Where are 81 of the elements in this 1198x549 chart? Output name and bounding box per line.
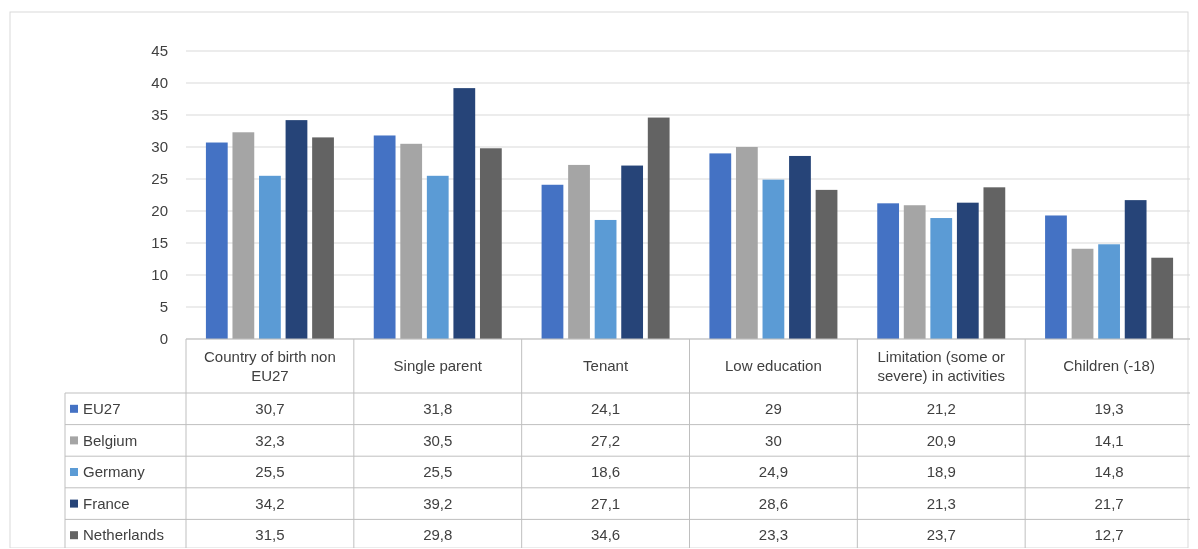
bar bbox=[735, 147, 758, 339]
data-label: 20,9 bbox=[926, 431, 956, 449]
legend-label: Belgium bbox=[83, 431, 138, 449]
y-tick-label: 45 bbox=[151, 42, 168, 60]
bar bbox=[762, 179, 785, 339]
data-label: 14,1 bbox=[1094, 431, 1124, 449]
data-label: 12,7 bbox=[1094, 526, 1124, 544]
bar bbox=[621, 165, 644, 339]
legend-label: France bbox=[83, 494, 130, 512]
data-label: 34,6 bbox=[590, 526, 621, 544]
data-label: 19,3 bbox=[1094, 400, 1124, 418]
y-tick-label: 5 bbox=[159, 298, 168, 316]
bar bbox=[1071, 248, 1094, 339]
data-label: 21,2 bbox=[926, 400, 956, 418]
bar bbox=[479, 148, 502, 339]
data-label: 39,2 bbox=[423, 494, 453, 512]
bar bbox=[373, 135, 396, 339]
data-label: 31,8 bbox=[423, 400, 453, 418]
data-label: 34,2 bbox=[255, 494, 285, 512]
bar bbox=[877, 203, 900, 339]
y-tick-label: 40 bbox=[151, 74, 168, 92]
data-label: 31,5 bbox=[255, 526, 285, 544]
data-label: 18,9 bbox=[926, 463, 956, 481]
x-tick-label: Low education bbox=[725, 357, 822, 375]
bar bbox=[1045, 215, 1067, 339]
y-tick-label: 0 bbox=[159, 330, 168, 348]
x-tick-label: Country of birth non EU27 bbox=[204, 347, 336, 384]
data-label: 23,3 bbox=[758, 526, 789, 544]
legend-label: Netherlands bbox=[83, 526, 164, 544]
bar bbox=[259, 175, 281, 339]
x-tick-label: Tenant bbox=[583, 357, 629, 375]
data-label: 27,1 bbox=[590, 494, 621, 512]
data-label: 30,7 bbox=[255, 400, 285, 418]
data-label: 25,5 bbox=[423, 463, 453, 481]
x-tick-label: Limitation (some or severe) in activities bbox=[877, 347, 1006, 384]
bar bbox=[232, 132, 255, 339]
data-label: 29,8 bbox=[423, 526, 453, 544]
bar bbox=[647, 117, 670, 339]
data-label: 27,2 bbox=[590, 431, 621, 449]
bar bbox=[594, 219, 617, 339]
bar bbox=[568, 164, 590, 339]
bar bbox=[205, 142, 228, 339]
y-tick-label: 15 bbox=[151, 234, 168, 252]
data-label: 14,8 bbox=[1094, 463, 1124, 481]
bar bbox=[983, 187, 1006, 339]
data-label: 24,9 bbox=[758, 463, 789, 481]
bar bbox=[903, 205, 926, 339]
bar bbox=[815, 189, 838, 339]
data-label: 25,5 bbox=[255, 463, 285, 481]
data-label: 21,7 bbox=[1094, 494, 1124, 512]
y-tick-label: 35 bbox=[151, 106, 168, 124]
y-tick-label: 30 bbox=[151, 138, 168, 156]
x-tick-label: Single parent bbox=[393, 357, 483, 375]
data-label: 30 bbox=[765, 431, 782, 449]
data-label: 30,5 bbox=[423, 431, 453, 449]
bar bbox=[789, 155, 811, 339]
y-tick-label: 10 bbox=[151, 266, 168, 284]
data-label: 32,3 bbox=[255, 431, 285, 449]
bar bbox=[1098, 244, 1120, 339]
bar bbox=[426, 175, 449, 339]
bar bbox=[956, 202, 979, 339]
data-label: 21,3 bbox=[926, 494, 956, 512]
bar bbox=[312, 137, 334, 339]
legend-label: Germany bbox=[83, 463, 146, 481]
bar bbox=[453, 88, 476, 339]
legend-label: EU27 bbox=[83, 400, 121, 418]
data-label: 28,6 bbox=[758, 494, 789, 512]
data-label: 29 bbox=[765, 400, 782, 418]
bar bbox=[930, 218, 953, 339]
y-tick-label: 20 bbox=[151, 202, 168, 220]
data-label: 24,1 bbox=[590, 400, 621, 418]
y-tick-label: 25 bbox=[151, 170, 168, 188]
bar bbox=[709, 153, 732, 339]
bar bbox=[1151, 257, 1174, 339]
bar bbox=[1124, 200, 1147, 339]
x-tick-label: Children (-18) bbox=[1063, 357, 1155, 375]
bar bbox=[400, 143, 423, 339]
bar bbox=[541, 184, 564, 339]
data-label: 23,7 bbox=[926, 526, 956, 544]
data-label: 18,6 bbox=[590, 463, 621, 481]
bar bbox=[285, 120, 308, 339]
